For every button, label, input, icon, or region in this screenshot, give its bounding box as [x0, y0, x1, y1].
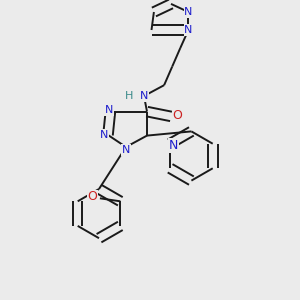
Text: O: O: [173, 109, 182, 122]
Text: N: N: [168, 139, 178, 152]
Text: N: N: [184, 25, 193, 35]
Text: N: N: [100, 130, 109, 140]
Text: N: N: [122, 145, 130, 155]
Text: N: N: [105, 105, 113, 115]
Text: O: O: [88, 190, 97, 203]
Text: N: N: [140, 91, 148, 101]
Text: H: H: [125, 91, 133, 101]
Text: N: N: [184, 7, 193, 17]
